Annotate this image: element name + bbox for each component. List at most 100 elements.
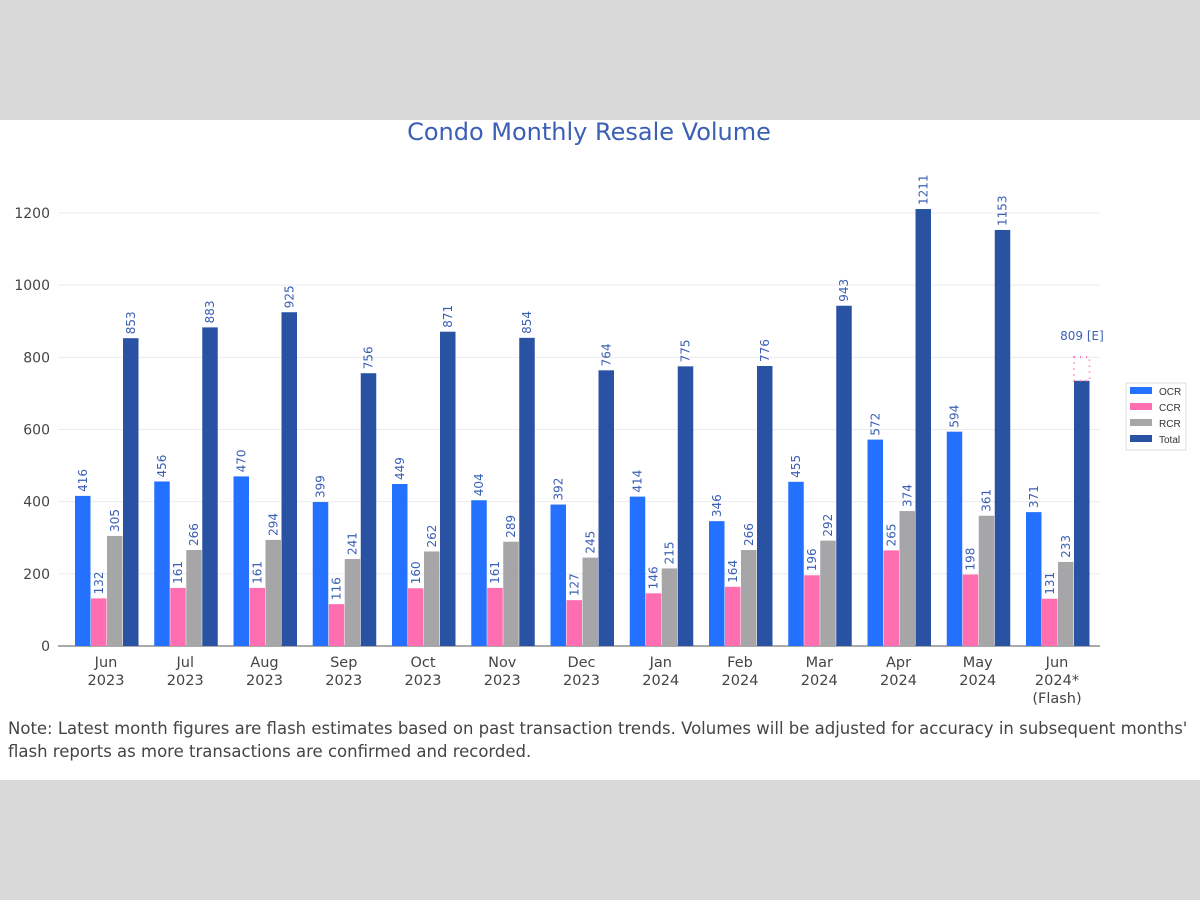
bar-rcr: [424, 551, 440, 646]
data-label: 871: [441, 305, 455, 328]
x-tick-label: Sep: [330, 655, 357, 671]
y-tick-label: 800: [23, 350, 50, 366]
estimate-box: [1073, 356, 1091, 382]
bar-rcr: [978, 515, 995, 646]
bar-rcr: [344, 559, 361, 646]
bar-total: [677, 366, 694, 646]
x-tick-label: 2024*: [1035, 673, 1079, 689]
bar-ccr: [962, 574, 979, 646]
bar-rcr: [107, 535, 123, 646]
data-label: 146: [647, 566, 661, 589]
bar-rcr: [820, 540, 836, 646]
bar-total: [1074, 380, 1090, 646]
data-label: 266: [742, 523, 756, 546]
data-label: 943: [837, 279, 851, 302]
bar-ccr: [566, 600, 582, 646]
bar-ocr: [788, 481, 804, 646]
data-label: 161: [251, 561, 265, 584]
bar-ccr: [725, 586, 741, 646]
x-tick-label: Jan: [649, 655, 672, 671]
data-label: 198: [964, 548, 978, 571]
data-label: 883: [203, 300, 217, 323]
data-label: 764: [600, 343, 614, 366]
data-label: 241: [346, 532, 360, 555]
x-tick-label: 2023: [167, 673, 204, 689]
x-tick-label: 2024: [880, 673, 917, 689]
legend-swatch-rcr: [1130, 419, 1152, 426]
y-tick-label: 600: [23, 423, 50, 439]
bar-total: [123, 338, 139, 646]
bar-ccr: [645, 593, 662, 646]
data-label: 131: [1043, 572, 1057, 595]
data-label: 572: [869, 413, 883, 436]
bar-ccr: [408, 588, 424, 646]
bar-ocr: [867, 439, 883, 646]
bar-total: [281, 312, 297, 646]
y-tick-label: 0: [41, 639, 50, 655]
data-label: 414: [631, 470, 645, 493]
data-label: 164: [726, 560, 740, 583]
bar-ocr: [629, 496, 646, 646]
legend-swatch-total: [1130, 435, 1152, 442]
bar-total: [836, 305, 852, 646]
y-tick-label: 200: [23, 567, 50, 583]
data-label: 265: [885, 523, 899, 546]
data-label: 374: [901, 484, 915, 507]
chart-note: Note: Latest month figures are flash est…: [8, 719, 1188, 761]
chart-title: Condo Monthly Resale Volume: [407, 118, 771, 146]
bar-ccr: [91, 598, 107, 646]
x-tick-label: Nov: [488, 655, 517, 671]
data-label: 925: [283, 285, 297, 308]
bar-rcr: [265, 539, 281, 646]
legend-label: Total: [1159, 435, 1180, 446]
bar-ccr: [328, 604, 345, 646]
data-label: 196: [805, 548, 819, 571]
y-tick-label: 1000: [14, 278, 50, 294]
estimate-label: 809 [E]: [1060, 329, 1104, 343]
data-label: 233: [1059, 535, 1073, 558]
bar-rcr: [899, 511, 915, 646]
data-label: 127: [568, 573, 582, 596]
x-tick-label: 2024: [801, 673, 838, 689]
legend-label: RCR: [1159, 419, 1181, 430]
data-label: 455: [789, 455, 803, 478]
data-label: 305: [108, 509, 122, 532]
x-tick-label: 2023: [405, 673, 442, 689]
data-label: 1211: [917, 174, 931, 205]
data-label: 756: [362, 346, 376, 369]
data-label: 854: [520, 311, 534, 334]
data-label: 399: [314, 475, 328, 498]
data-label: 776: [758, 339, 772, 362]
data-label: 294: [267, 513, 281, 536]
x-tick-label: Mar: [806, 655, 833, 671]
y-tick-label: 1200: [14, 206, 50, 222]
bar-ccr: [1042, 598, 1058, 646]
bar-ccr: [883, 550, 899, 646]
y-tick-label: 400: [23, 495, 50, 511]
data-label: 132: [92, 571, 106, 594]
legend-label: OCR: [1159, 387, 1181, 398]
bar-total: [440, 331, 456, 646]
bar-rcr: [582, 557, 598, 646]
data-label: 853: [124, 311, 138, 334]
data-label: 289: [504, 515, 518, 538]
bar-ocr: [471, 500, 487, 646]
bar-ocr: [946, 431, 963, 646]
x-tick-label: Feb: [727, 655, 753, 671]
bar-total: [994, 229, 1011, 646]
bar-total: [202, 327, 218, 646]
x-tick-label: 2024: [722, 673, 759, 689]
bar-ccr: [249, 587, 265, 646]
bar-ocr: [709, 521, 725, 646]
bar-ocr: [75, 495, 91, 646]
bar-total: [598, 370, 614, 646]
x-tick-label: Oct: [410, 655, 435, 671]
bar-ccr: [487, 587, 503, 646]
x-tick-label: Aug: [250, 655, 278, 671]
bar-rcr: [186, 550, 202, 646]
x-tick-label: 2023: [88, 673, 125, 689]
data-label: 470: [235, 450, 249, 473]
legend-swatch-ocr: [1130, 387, 1152, 394]
x-tick-label: (Flash): [1032, 691, 1081, 707]
